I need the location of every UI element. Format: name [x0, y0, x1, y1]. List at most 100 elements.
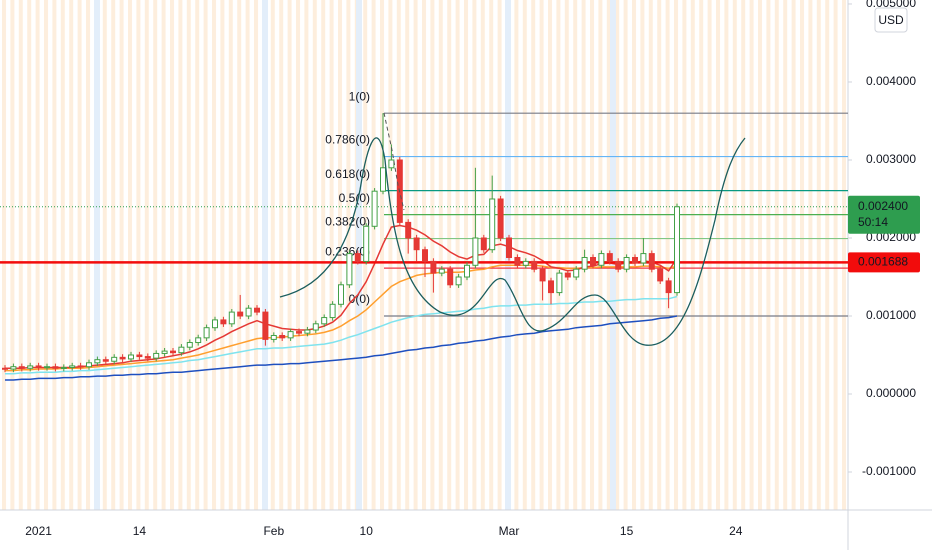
candle-body — [590, 256, 596, 266]
candle-body — [422, 249, 428, 262]
currency-badge — [874, 7, 908, 33]
candle-body — [480, 237, 487, 251]
candle-body — [312, 323, 319, 331]
time-axis-panel — [0, 510, 848, 550]
candle-body — [598, 253, 605, 266]
fib-level-label: 0.382(0) — [325, 215, 370, 229]
fib-level-label: 1(0) — [349, 89, 370, 103]
y-tick-label: 0.004000 — [866, 74, 916, 88]
candle-body — [178, 346, 185, 354]
candle-body — [338, 284, 344, 305]
candle-body — [153, 352, 160, 359]
candle-body — [203, 327, 210, 339]
x-tick-label: 10 — [360, 524, 374, 538]
candle-body — [413, 237, 420, 251]
candle-body — [489, 198, 496, 251]
candle-body — [640, 253, 647, 264]
candle-body — [354, 253, 361, 262]
moving-average-line — [5, 224, 678, 370]
candle-body — [472, 237, 479, 266]
candle-body — [44, 366, 50, 369]
candle-body — [262, 311, 269, 340]
candle-body — [556, 272, 563, 294]
candle-body — [464, 264, 470, 278]
candle-body — [321, 317, 328, 325]
candle-body — [18, 366, 25, 369]
candles — [2, 113, 680, 373]
price-axis-panel — [848, 0, 932, 550]
candle-body — [86, 362, 92, 368]
candle-body — [564, 272, 571, 278]
candle-body — [27, 365, 34, 369]
fib-level-label: 0.786(0) — [325, 133, 370, 147]
moving-averages — [0, 206, 848, 381]
candle-body — [94, 359, 101, 364]
axes: -0.0010000.0000000.0010000.0020000.00300… — [25, 0, 916, 538]
candle-body — [144, 356, 151, 359]
candle-body — [447, 268, 454, 286]
candle-body — [363, 225, 370, 262]
moving-average-line — [5, 295, 678, 375]
y-tick-label: 0.001000 — [866, 308, 916, 322]
candle-body — [2, 367, 8, 370]
alert-price-badge — [848, 252, 920, 273]
candle-body — [228, 311, 235, 325]
candle-body — [514, 256, 521, 266]
fib-level-label: 0(0) — [349, 292, 370, 306]
candle-body — [287, 331, 294, 339]
candle-body — [539, 268, 546, 282]
candle-body — [615, 260, 622, 270]
last-price-label: 0.002400 — [858, 199, 908, 213]
y-tick-label: 0.005000 — [866, 0, 916, 10]
candle-body — [623, 256, 630, 270]
session-stripe — [610, 0, 616, 510]
x-tick-label: Feb — [263, 524, 284, 538]
candle-body — [77, 365, 84, 368]
x-tick-label: 15 — [620, 524, 634, 538]
last-price-badge — [848, 195, 920, 234]
candle-body — [657, 268, 664, 282]
candle-body — [455, 276, 462, 286]
candle-body — [128, 354, 134, 360]
candle-body — [35, 365, 42, 368]
candle-body — [237, 311, 244, 317]
y-tick-label: -0.001000 — [862, 464, 916, 478]
candle-body — [254, 307, 260, 313]
candle-body — [430, 260, 437, 274]
candle-body — [329, 303, 336, 319]
candle-body — [665, 280, 672, 294]
candle-body — [69, 365, 76, 368]
y-tick-label: 0.003000 — [866, 152, 916, 166]
candle-body — [438, 268, 445, 274]
x-tick-label: Mar — [499, 524, 520, 538]
candle-body — [186, 342, 193, 348]
moving-average-line — [5, 315, 678, 381]
candle-body — [220, 319, 227, 325]
candle-body — [522, 260, 529, 266]
price-badges: 0.002400 50:14 0.001688 — [848, 195, 920, 273]
candle-body — [388, 159, 395, 169]
candle-body — [405, 221, 412, 239]
session-stripe — [262, 0, 268, 510]
candle-body — [279, 335, 286, 339]
candle-body — [296, 331, 302, 334]
candle-body — [371, 190, 378, 227]
candle-body — [548, 280, 554, 294]
candle-body — [497, 198, 504, 239]
currency-label: USD — [878, 13, 904, 27]
alert-price-label: 0.001688 — [858, 255, 908, 269]
fib-level-label: 0.5(0) — [339, 191, 370, 205]
candle-body — [170, 350, 176, 354]
candle-body — [195, 337, 202, 344]
candle-body — [531, 260, 538, 270]
candle-body — [136, 354, 143, 358]
candle-body — [119, 356, 126, 360]
candle-body — [60, 366, 67, 369]
candle-body — [674, 206, 680, 294]
candle-body — [632, 256, 638, 264]
candle-body — [606, 253, 613, 262]
countdown-label: 50:14 — [858, 215, 888, 229]
candle-body — [648, 253, 655, 270]
candle-body — [102, 359, 109, 362]
